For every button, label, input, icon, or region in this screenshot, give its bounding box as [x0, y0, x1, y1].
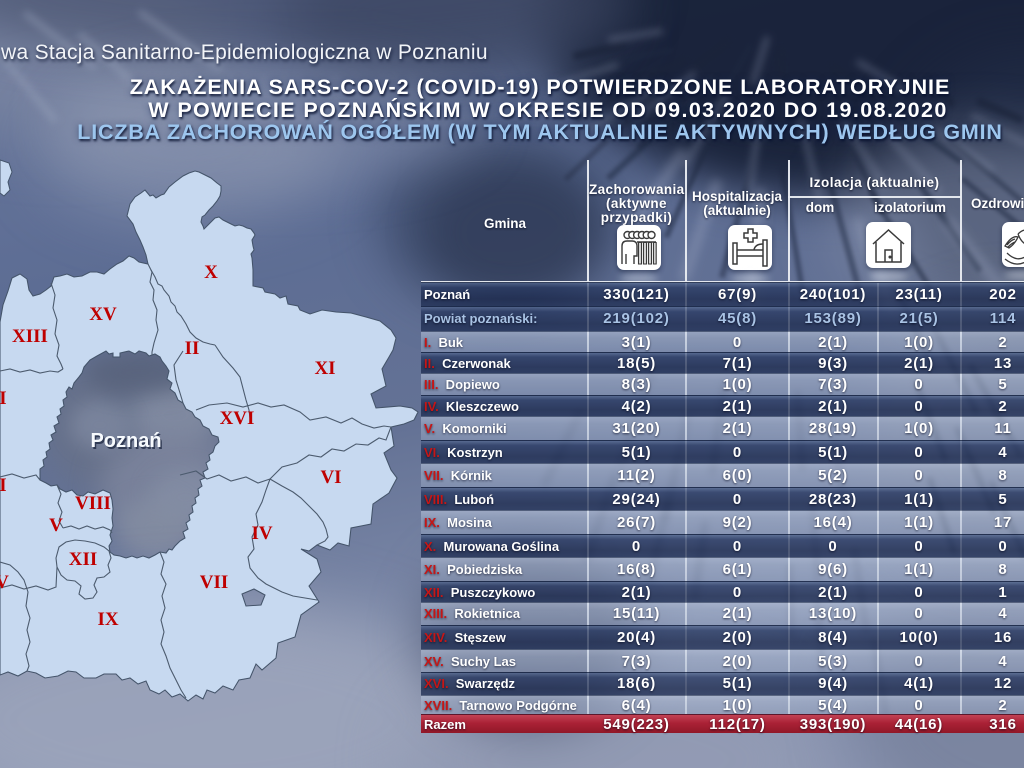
svg-text:I: I [0, 475, 7, 496]
svg-text:XIII: XIII [12, 326, 48, 347]
svg-text:VII: VII [200, 572, 229, 593]
svg-text:I: I [0, 388, 7, 409]
svg-text:VI: VI [320, 467, 341, 488]
svg-text:Poznań: Poznań [92, 432, 163, 454]
svg-text:X: X [204, 262, 218, 283]
svg-text:IV: IV [251, 523, 272, 544]
svg-text:V: V [49, 515, 63, 536]
svg-text:IX: IX [97, 609, 118, 630]
svg-text:XI: XI [314, 358, 335, 379]
svg-text:Poznań: Poznań [90, 430, 161, 452]
svg-text:XVI: XVI [220, 408, 255, 429]
svg-text:XV: XV [89, 304, 117, 325]
svg-text:XII: XII [69, 549, 98, 570]
svg-text:VIII: VIII [75, 493, 111, 514]
svg-text:V: V [0, 572, 9, 593]
svg-text:II: II [185, 338, 200, 359]
